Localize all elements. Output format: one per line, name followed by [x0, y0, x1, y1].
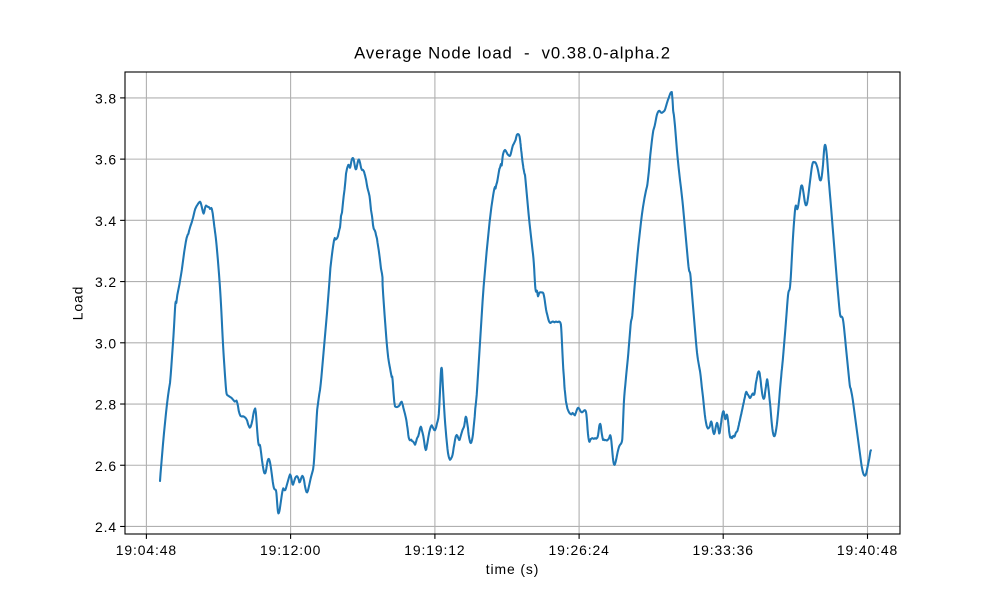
svg-text:19:40:48: 19:40:48 [837, 542, 898, 558]
svg-text:time (s): time (s) [486, 561, 540, 577]
svg-text:3.2: 3.2 [95, 274, 117, 290]
svg-text:19:19:12: 19:19:12 [404, 542, 465, 558]
svg-text:19:26:24: 19:26:24 [548, 542, 609, 558]
svg-text:3.0: 3.0 [95, 335, 117, 351]
svg-text:Average Node load - v0.38.0-: Average Node load - v0.38.0-alpha.2 [354, 44, 671, 63]
svg-text:3.8: 3.8 [95, 90, 117, 106]
svg-text:2.6: 2.6 [95, 458, 117, 474]
svg-text:3.6: 3.6 [95, 152, 117, 168]
svg-text:2.4: 2.4 [95, 519, 117, 535]
svg-text:19:12:00: 19:12:00 [260, 542, 321, 558]
svg-text:19:33:36: 19:33:36 [693, 542, 754, 558]
svg-text:19:04:48: 19:04:48 [116, 542, 177, 558]
svg-text:2.8: 2.8 [95, 397, 117, 413]
svg-text:3.4: 3.4 [95, 213, 117, 229]
svg-text:Load: Load [70, 286, 86, 321]
